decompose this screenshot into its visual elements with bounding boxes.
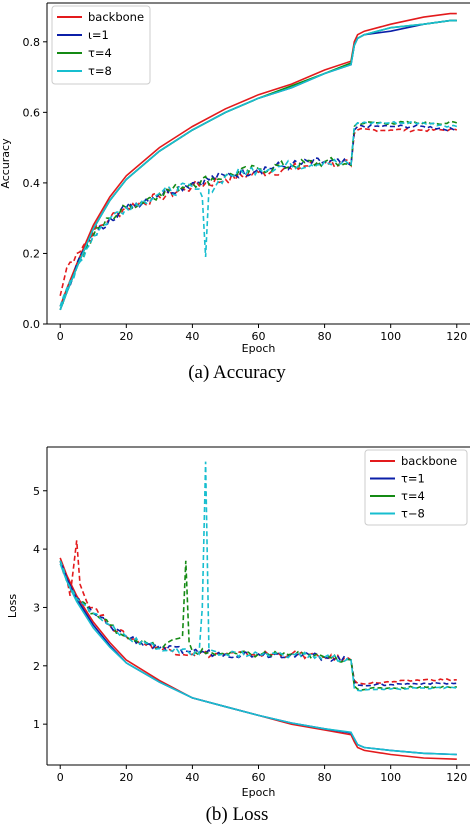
y-tick-label: 0.0: [23, 318, 41, 331]
y-tick-label: 0.4: [23, 177, 41, 190]
legend-label: τ−8: [401, 507, 425, 521]
y-tick-label: 1: [33, 718, 40, 731]
series-line-dashed-6: [59, 461, 457, 692]
legend-box: [51, 5, 151, 85]
series-line-dashed-5: [59, 120, 458, 307]
x-tick-label: 120: [446, 330, 467, 343]
y-tick-label: 0.6: [23, 106, 41, 119]
legend-label: τ=4: [88, 46, 112, 60]
x-tick-label: 20: [119, 771, 133, 784]
series-line-dashed-3: [59, 560, 457, 687]
legend-label: τ=8: [88, 64, 112, 78]
y-tick-label: 5: [33, 485, 40, 498]
series-line-solid-6: [59, 19, 457, 311]
y-axis-label: Loss: [6, 594, 19, 618]
x-tick-label: 60: [252, 771, 266, 784]
y-tick-label: 0.8: [23, 36, 41, 49]
x-tick-label: 100: [380, 771, 401, 784]
legend-label: backbone: [88, 10, 144, 24]
series-line-solid-0: [59, 12, 457, 307]
caption-a: (a) Accuracy: [188, 362, 286, 383]
x-axis-label: Epoch: [242, 786, 276, 799]
series-line-dashed-7: [59, 120, 458, 307]
y-tick-label: 0.2: [23, 247, 41, 260]
x-axis-label: Epoch: [242, 342, 276, 355]
series-line-solid-0: [59, 557, 457, 760]
y-tick-label: 4: [33, 543, 40, 556]
series-line-dashed-1: [59, 127, 458, 296]
legend-label: τ=4: [401, 489, 425, 503]
series-line-dashed-4: [59, 560, 457, 691]
x-tick-label: 120: [446, 771, 467, 784]
accuracy-chart: 0 20 40 60 80 100 120 0.0 0.2 0.4 0.6 0.8 Epoch Accur…: [0, 2, 470, 355]
legend-box: [364, 449, 468, 526]
x-tick-label: 40: [185, 771, 199, 784]
y-tick-label: 3: [33, 601, 40, 614]
caption-b: (b) Loss: [206, 804, 269, 825]
x-tick-label: 60: [252, 330, 266, 343]
series-line-dashed-1: [59, 540, 457, 685]
loss-chart: 0 20 40 60 80 100 120 1 2 3 4 5 Epoch Loss backbone τ=1…: [6, 446, 470, 799]
series-line-solid-5: [59, 563, 457, 756]
x-tick-label: 20: [119, 330, 133, 343]
x-tick-label: 100: [380, 330, 401, 343]
legend-label: backbone: [401, 454, 457, 468]
x-tick-label: 40: [185, 330, 199, 343]
x-tick-label: 80: [318, 771, 332, 784]
y-tick-label: 2: [33, 660, 40, 673]
legend-label: ι=1: [88, 28, 109, 42]
x-tick-label: 80: [318, 330, 332, 343]
legend-label: τ=1: [401, 472, 425, 486]
x-tick-label: 0: [57, 330, 64, 343]
y-axis-label: Accuracy: [0, 138, 12, 189]
x-tick-label: 0: [57, 771, 64, 784]
